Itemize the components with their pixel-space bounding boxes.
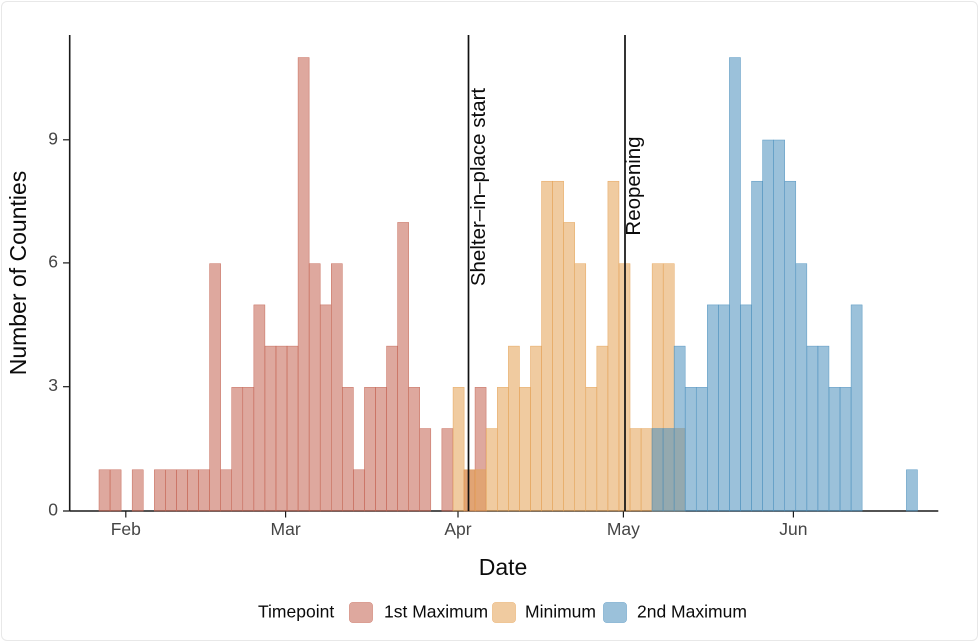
svg-text:Jun: Jun: [779, 519, 807, 539]
svg-text:May: May: [607, 519, 640, 539]
svg-text:Number of Counties: Number of Counties: [5, 171, 31, 376]
svg-text:Shelter–in–place start: Shelter–in–place start: [467, 88, 490, 287]
svg-text:1st Maximum: 1st Maximum: [384, 602, 488, 622]
svg-text:6: 6: [48, 251, 58, 271]
svg-text:Date: Date: [479, 554, 528, 580]
svg-text:Apr: Apr: [444, 519, 471, 539]
svg-text:2nd Maximum: 2nd Maximum: [637, 602, 747, 622]
svg-text:Reopening: Reopening: [622, 136, 645, 235]
svg-text:Minimum: Minimum: [525, 602, 596, 622]
svg-text:3: 3: [48, 375, 58, 395]
svg-text:9: 9: [48, 128, 58, 148]
svg-text:Timepoint: Timepoint: [258, 602, 334, 622]
svg-text:Feb: Feb: [111, 519, 141, 539]
svg-text:Mar: Mar: [271, 519, 301, 539]
svg-text:0: 0: [48, 500, 58, 520]
